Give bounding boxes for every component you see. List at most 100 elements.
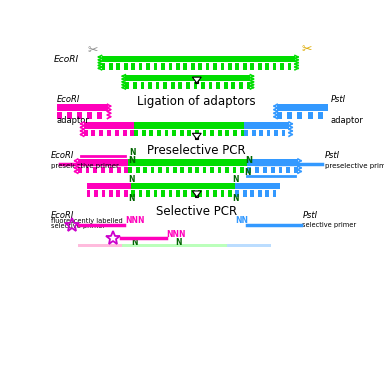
Bar bbox=[290, 167, 294, 173]
Text: Ligation of adaptors: Ligation of adaptors bbox=[137, 95, 256, 108]
Bar bbox=[187, 130, 191, 136]
Bar bbox=[224, 83, 228, 89]
Bar bbox=[203, 167, 207, 173]
Text: N: N bbox=[128, 194, 134, 203]
Bar bbox=[157, 130, 161, 136]
Bar bbox=[99, 130, 103, 136]
Bar bbox=[227, 243, 271, 247]
Bar bbox=[270, 130, 274, 136]
Bar bbox=[265, 190, 269, 197]
Bar bbox=[175, 83, 179, 89]
Bar bbox=[220, 83, 224, 89]
Bar bbox=[142, 63, 146, 70]
Bar bbox=[154, 190, 157, 197]
Bar bbox=[161, 63, 165, 70]
Text: selective primer: selective primer bbox=[303, 222, 357, 228]
Bar bbox=[150, 63, 154, 70]
Bar bbox=[169, 167, 173, 173]
Text: EcoRI: EcoRI bbox=[54, 55, 79, 64]
Text: adaptor: adaptor bbox=[57, 116, 90, 125]
Bar bbox=[109, 190, 113, 197]
Bar bbox=[124, 190, 127, 197]
Bar bbox=[209, 83, 212, 89]
Bar bbox=[116, 190, 120, 197]
Bar bbox=[275, 167, 278, 173]
Bar bbox=[247, 83, 250, 89]
Bar bbox=[292, 112, 297, 119]
Bar bbox=[207, 130, 210, 136]
Bar bbox=[240, 167, 244, 173]
Bar bbox=[308, 112, 313, 119]
Bar bbox=[207, 167, 210, 173]
Bar bbox=[224, 63, 228, 70]
Bar bbox=[139, 63, 142, 70]
Bar bbox=[202, 190, 206, 197]
Bar bbox=[203, 130, 207, 136]
Bar bbox=[278, 167, 282, 173]
Bar bbox=[247, 167, 251, 173]
Bar bbox=[57, 104, 108, 111]
Bar bbox=[241, 130, 245, 136]
Bar bbox=[244, 167, 247, 173]
Bar bbox=[287, 112, 292, 119]
Bar bbox=[165, 63, 169, 70]
Bar bbox=[72, 112, 77, 119]
Bar bbox=[111, 130, 115, 136]
Bar bbox=[199, 130, 203, 136]
Bar bbox=[122, 243, 227, 247]
Bar bbox=[163, 83, 167, 89]
Bar bbox=[146, 130, 149, 136]
Bar bbox=[243, 83, 247, 89]
Bar bbox=[127, 190, 131, 197]
Bar bbox=[233, 130, 237, 136]
Bar bbox=[190, 83, 194, 89]
Bar bbox=[161, 130, 165, 136]
Text: selective primer: selective primer bbox=[51, 223, 105, 229]
Bar bbox=[87, 112, 92, 119]
Bar bbox=[177, 167, 180, 173]
Bar bbox=[248, 130, 252, 136]
Text: EcoRI: EcoRI bbox=[51, 151, 74, 161]
Bar bbox=[176, 63, 180, 70]
Bar bbox=[165, 190, 169, 197]
Bar bbox=[262, 190, 265, 197]
Text: preselective primer: preselective primer bbox=[51, 163, 119, 169]
Bar bbox=[180, 130, 184, 136]
Bar bbox=[117, 167, 121, 173]
Polygon shape bbox=[192, 191, 201, 197]
Bar bbox=[150, 190, 154, 197]
Bar bbox=[213, 190, 217, 197]
Bar bbox=[245, 130, 248, 136]
Bar bbox=[243, 190, 247, 197]
Bar bbox=[286, 167, 290, 173]
Bar bbox=[169, 130, 172, 136]
Bar bbox=[184, 63, 187, 70]
Bar bbox=[124, 63, 127, 70]
Bar bbox=[239, 83, 243, 89]
Bar bbox=[137, 83, 141, 89]
Bar bbox=[197, 83, 201, 89]
Text: NNN: NNN bbox=[125, 217, 144, 225]
Bar bbox=[245, 122, 289, 129]
Bar bbox=[198, 190, 202, 197]
Bar bbox=[206, 190, 209, 197]
Bar bbox=[195, 191, 198, 197]
Bar bbox=[184, 130, 187, 136]
Bar bbox=[195, 190, 198, 197]
Text: preselective primer: preselective primer bbox=[325, 163, 384, 169]
Bar bbox=[195, 63, 198, 70]
Bar bbox=[188, 167, 192, 173]
Bar bbox=[91, 130, 95, 136]
Bar bbox=[284, 63, 288, 70]
Bar bbox=[92, 112, 98, 119]
Bar bbox=[84, 130, 88, 136]
Bar bbox=[146, 63, 150, 70]
Bar bbox=[176, 190, 180, 197]
Bar bbox=[162, 167, 166, 173]
Bar bbox=[134, 122, 245, 129]
Bar bbox=[209, 190, 213, 197]
Bar bbox=[148, 83, 152, 89]
Bar bbox=[134, 130, 138, 136]
Bar bbox=[119, 130, 122, 136]
Bar bbox=[109, 63, 113, 70]
